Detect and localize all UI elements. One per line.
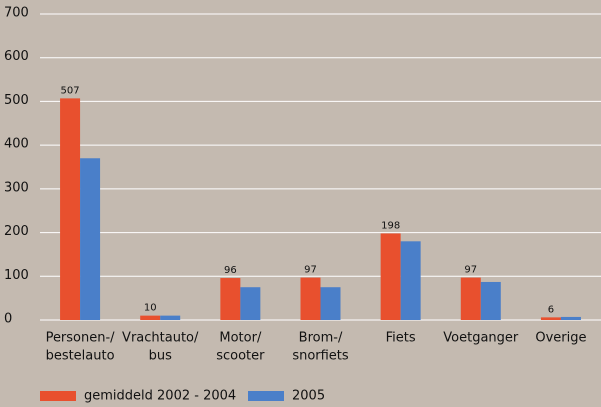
x-tick-label: Voetganger <box>443 331 519 346</box>
bar <box>560 316 581 320</box>
x-tick-label: bus <box>149 349 172 364</box>
bar <box>160 315 181 320</box>
x-tick-label: snorfiets <box>292 349 349 364</box>
bar <box>460 277 481 320</box>
data-label: 198 <box>381 220 400 231</box>
data-label: 10 <box>144 303 157 314</box>
data-label: 97 <box>464 265 477 276</box>
bar <box>380 233 401 320</box>
legend-label: gemiddeld 2002 - 2004 <box>84 389 236 404</box>
x-tick-label: Motor/ <box>219 331 262 346</box>
y-tick-label: 200 <box>4 224 29 239</box>
bar <box>540 317 561 320</box>
legend-swatch <box>248 391 284 401</box>
data-label: 97 <box>304 265 317 276</box>
data-label: 6 <box>548 304 554 315</box>
bar <box>240 287 261 320</box>
y-tick-label: 400 <box>4 137 29 152</box>
data-label: 96 <box>224 265 237 276</box>
x-tick-label: scooter <box>216 349 265 364</box>
x-tick-label: Brom-/ <box>299 331 343 346</box>
x-tick-label: Overige <box>535 331 586 346</box>
bar <box>480 281 501 320</box>
legend-swatch <box>40 391 76 401</box>
legend-label: 2005 <box>292 389 325 404</box>
x-tick-label: bestelauto <box>46 349 115 364</box>
bar <box>400 241 421 320</box>
x-tick-label: Fiets <box>386 331 416 346</box>
y-tick-label: 700 <box>4 6 29 21</box>
bar <box>60 98 81 321</box>
bar <box>300 277 321 320</box>
bar <box>320 287 341 320</box>
x-tick-label: Personen-/ <box>46 331 116 346</box>
y-tick-label: 300 <box>4 180 29 195</box>
y-tick-label: 0 <box>4 312 12 327</box>
x-tick-label: Vrachtauto/ <box>122 331 199 346</box>
y-tick-label: 500 <box>4 93 29 108</box>
y-tick-label: 600 <box>4 49 29 64</box>
bar <box>220 278 241 320</box>
data-label: 507 <box>61 85 80 96</box>
bar <box>140 315 161 320</box>
bar <box>80 158 101 320</box>
y-tick-label: 100 <box>4 268 29 283</box>
